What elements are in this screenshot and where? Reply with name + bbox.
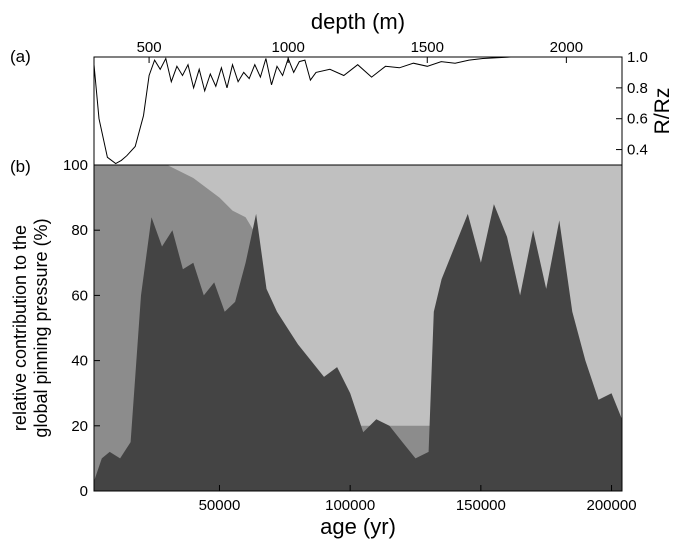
panel-a-x-tick-label: 500 — [137, 39, 162, 56]
panel-a-y-tick-label: 1.0 — [627, 49, 648, 66]
panel-b-frame — [93, 164, 623, 492]
panel-b-y-tick-label: 80 — [71, 222, 88, 239]
dark-gray-area — [94, 204, 622, 491]
panel-a-x-tick-label: 2000 — [550, 39, 583, 56]
panel-a-x-ticks: 500 1000 1500 2000 — [137, 39, 583, 63]
panel-b-y-ticks: 0 20 40 60 80 100 — [63, 157, 100, 500]
panel-a-x-axis-title: depth (m) — [311, 9, 405, 34]
panel-b-y-tick-label: 40 — [71, 353, 88, 370]
panel-b-y-tick-label: 20 — [71, 418, 88, 435]
panel-a-x-tick-label: 1000 — [271, 39, 304, 56]
panel-b-x-ticks: 50000 100000 150000 200000 — [199, 485, 637, 514]
panel-b-y-axis-title: relative contribution to the global pinn… — [10, 218, 51, 437]
panel-b-y-tick-label: 60 — [71, 287, 88, 304]
panel-a-frame — [93, 56, 623, 166]
panel-a-y-ticks: 0.4 0.6 0.8 1.0 — [616, 49, 648, 159]
panel-a-y-tick-label: 0.4 — [627, 142, 648, 159]
r-over-rz-line — [93, 56, 622, 165]
panel-a-label: (a) — [10, 47, 31, 66]
panel-a-y-axis-title: R/Rz — [651, 88, 674, 135]
panel-b-x-tick-label: 200000 — [587, 497, 637, 514]
panel-b-y-axis-title-line-2: global pinning pressure (%) — [31, 218, 51, 437]
panel-a-x-tick-label: 1500 — [411, 39, 444, 56]
panel-a-y-tick-label: 0.6 — [627, 111, 648, 128]
panel-a-depth-profile: 500 1000 1500 2000 0.4 0.6 0.8 1.0 (a) depth (… — [10, 9, 674, 166]
panel-b-x-tick-label: 50000 — [199, 497, 241, 514]
panel-b-pinning-pressure: 50000 100000 150000 200000 0 20 40 60 80 100 (b)… — [10, 157, 637, 539]
panel-b-x-tick-label: 150000 — [456, 497, 506, 514]
panel-a-y-tick-label: 0.8 — [627, 80, 648, 97]
panel-b-x-tick-label: 100000 — [325, 497, 375, 514]
panel-b-x-axis-title: age (yr) — [320, 514, 396, 539]
panel-b-label: (b) — [10, 157, 31, 176]
panel-b-y-axis-title-line-1: relative contribution to the — [10, 225, 30, 431]
panel-b-y-tick-label: 100 — [63, 157, 88, 174]
panel-b-y-tick-label: 0 — [80, 483, 88, 500]
